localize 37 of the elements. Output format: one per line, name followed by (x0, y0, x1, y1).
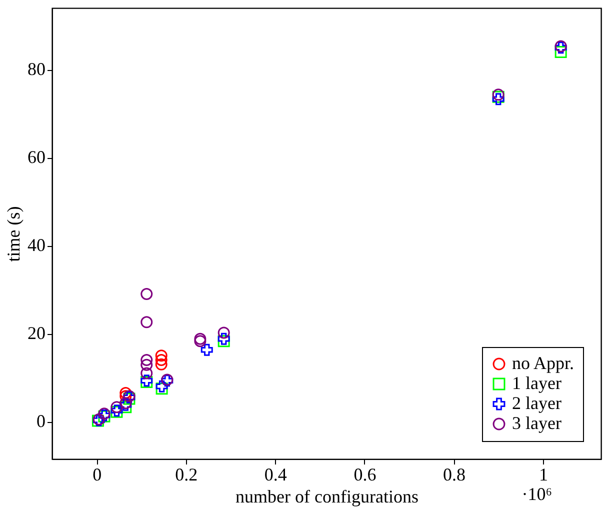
point (120, 390, 132, 402)
point (140, 354, 153, 366)
x-tick-label: 0.8 (442, 464, 466, 484)
x-tick-label: 0 (92, 464, 102, 484)
legend-label: 1 layer (512, 373, 562, 393)
point (120, 387, 132, 399)
legend-label: 3 layer (512, 413, 562, 433)
x-tick-label: 0.4 (264, 464, 287, 484)
point (155, 358, 168, 370)
legend-label: no Appr. (512, 353, 574, 373)
point (194, 332, 206, 345)
point (140, 316, 153, 328)
x-axis-title: number of configurations (236, 486, 418, 506)
y-tick-label: 60 (28, 147, 46, 168)
point (140, 288, 153, 300)
legend-label: 2 layer (512, 393, 562, 413)
text: ·10⁶ (522, 484, 552, 504)
point (140, 358, 153, 371)
x-tick-label: 0.6 (354, 464, 376, 484)
point (554, 46, 567, 58)
point (218, 332, 230, 345)
y-axis-title: time (s) (4, 206, 24, 262)
x-tick-label: 1 (538, 464, 548, 484)
x-tick-label: 0.2 (175, 464, 198, 484)
point (218, 326, 230, 339)
point (155, 354, 168, 366)
point (492, 93, 504, 106)
y-tick-label: 40 (28, 235, 46, 256)
point (110, 401, 123, 414)
y-tick-label: 0 (36, 411, 46, 432)
y-tick-label: 20 (28, 323, 46, 344)
point (155, 350, 168, 362)
point (194, 335, 206, 348)
point (140, 367, 153, 380)
point (200, 344, 213, 356)
y-tick-label: 80 (28, 59, 46, 80)
point (156, 380, 168, 392)
